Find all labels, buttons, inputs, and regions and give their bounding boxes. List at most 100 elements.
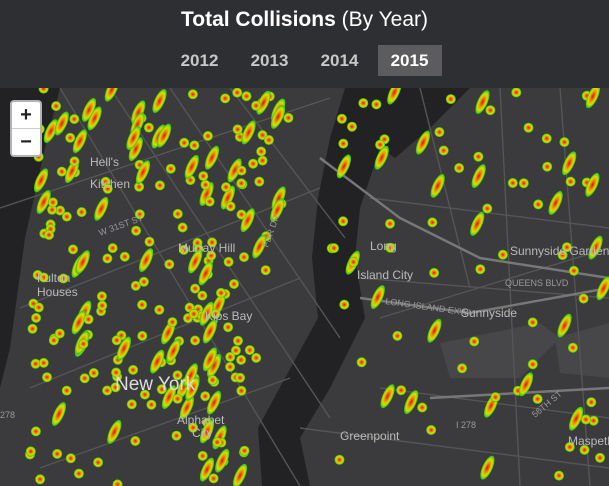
place-label: Island City bbox=[357, 268, 413, 282]
heat-spot bbox=[116, 336, 132, 361]
heat-spot bbox=[482, 203, 493, 214]
heat-spot bbox=[27, 323, 38, 334]
year-tab[interactable]: 2015 bbox=[377, 45, 442, 76]
heat-spot bbox=[252, 234, 267, 259]
heat-spot bbox=[71, 310, 86, 335]
heat-spot bbox=[356, 357, 367, 368]
heat-spot bbox=[47, 204, 58, 215]
heat-spot bbox=[130, 436, 141, 446]
zoom-in[interactable]: + bbox=[20, 104, 32, 126]
heat-spot bbox=[204, 196, 215, 207]
zoom-control: + − bbox=[10, 100, 42, 157]
heat-spot bbox=[69, 156, 80, 167]
heat-spot bbox=[404, 390, 419, 415]
zoom-out[interactable]: − bbox=[12, 128, 40, 155]
heat-spot bbox=[532, 394, 543, 404]
heat-spot bbox=[415, 130, 431, 155]
heat-spot bbox=[130, 280, 141, 291]
heat-spot bbox=[56, 166, 67, 177]
heat-spot bbox=[561, 242, 572, 253]
heat-spot bbox=[471, 164, 486, 189]
heat-spot bbox=[485, 105, 496, 116]
heat-spot bbox=[225, 201, 236, 212]
heat-spot bbox=[126, 399, 137, 410]
heat-spot bbox=[221, 182, 231, 193]
heat-spot bbox=[138, 276, 149, 287]
heat-spot bbox=[172, 208, 183, 219]
heat-spot bbox=[179, 395, 195, 420]
heat-spot bbox=[559, 137, 570, 148]
heat-spot bbox=[135, 160, 151, 185]
heat-spot bbox=[212, 437, 223, 448]
heat-spot bbox=[107, 243, 118, 254]
heat-spot bbox=[30, 426, 41, 437]
place-label: Maspeth bbox=[568, 434, 609, 448]
heat-spot bbox=[131, 100, 146, 125]
heat-spot bbox=[208, 473, 219, 484]
heat-spot bbox=[185, 376, 200, 401]
heat-spot bbox=[65, 132, 76, 143]
heat-spot bbox=[172, 370, 183, 381]
heat-spot bbox=[580, 414, 591, 425]
year-tab[interactable]: 2013 bbox=[250, 51, 289, 70]
place-label: Houses bbox=[37, 285, 78, 299]
heat-spot bbox=[215, 448, 230, 473]
heat-spot bbox=[128, 364, 139, 375]
heat-spot bbox=[445, 94, 456, 105]
heat-spot bbox=[232, 88, 243, 98]
heat-spot bbox=[427, 318, 442, 343]
heat-spot bbox=[235, 372, 246, 383]
year-tab[interactable]: 2012 bbox=[180, 51, 219, 70]
year-tab[interactable]: 2014 bbox=[320, 51, 359, 70]
heat-spot bbox=[244, 345, 255, 356]
heat-spot bbox=[236, 165, 247, 176]
heat-spot bbox=[152, 89, 167, 113]
heat-spot bbox=[38, 357, 49, 368]
heat-spot bbox=[207, 375, 218, 385]
heat-spot bbox=[490, 392, 501, 403]
heat-spot bbox=[156, 123, 172, 148]
heat-spot bbox=[336, 113, 347, 124]
heat-spot bbox=[197, 290, 208, 301]
heat-spot bbox=[438, 145, 449, 156]
heat-spot bbox=[42, 372, 52, 383]
heat-spot bbox=[199, 182, 214, 206]
heat-spot bbox=[210, 309, 221, 319]
heat-spot bbox=[72, 129, 88, 154]
heat-spot bbox=[518, 372, 534, 397]
heat-spot bbox=[33, 168, 49, 193]
heat-spot bbox=[256, 146, 267, 157]
heat-spot bbox=[541, 133, 552, 144]
heat-spot bbox=[434, 127, 445, 138]
heat-spot bbox=[470, 211, 485, 236]
title-main: Total Collisions bbox=[180, 8, 336, 31]
heat-spot bbox=[87, 106, 102, 131]
heat-spot bbox=[164, 259, 175, 270]
year-tabs: 2012 2013 2014 2015 bbox=[0, 45, 609, 76]
heat-spot bbox=[97, 300, 108, 311]
heat-spot bbox=[371, 99, 382, 110]
heat-spot bbox=[475, 264, 486, 275]
heat-spot bbox=[198, 261, 213, 286]
heat-spot bbox=[102, 183, 113, 194]
heat-spot bbox=[251, 352, 262, 363]
heat-spot bbox=[79, 373, 90, 384]
heat-spot bbox=[239, 252, 249, 263]
heat-spot bbox=[385, 218, 395, 229]
road-label: I 278 bbox=[456, 420, 476, 430]
heat-spot bbox=[128, 137, 143, 162]
heat-spot bbox=[83, 314, 94, 325]
heat-spot bbox=[236, 178, 247, 189]
heat-spot bbox=[51, 402, 67, 426]
heat-spot bbox=[58, 273, 69, 284]
heat-spot bbox=[190, 335, 201, 346]
heat-spot bbox=[73, 468, 84, 479]
city-label: New York bbox=[115, 374, 196, 395]
heat-spot bbox=[385, 242, 396, 253]
heat-spot bbox=[554, 470, 564, 481]
heat-spot bbox=[236, 354, 247, 365]
heat-spot bbox=[329, 243, 339, 254]
header: Total Collisions (By Year) 2012 2013 2014 2… bbox=[0, 0, 609, 88]
heat-spot bbox=[188, 308, 199, 319]
